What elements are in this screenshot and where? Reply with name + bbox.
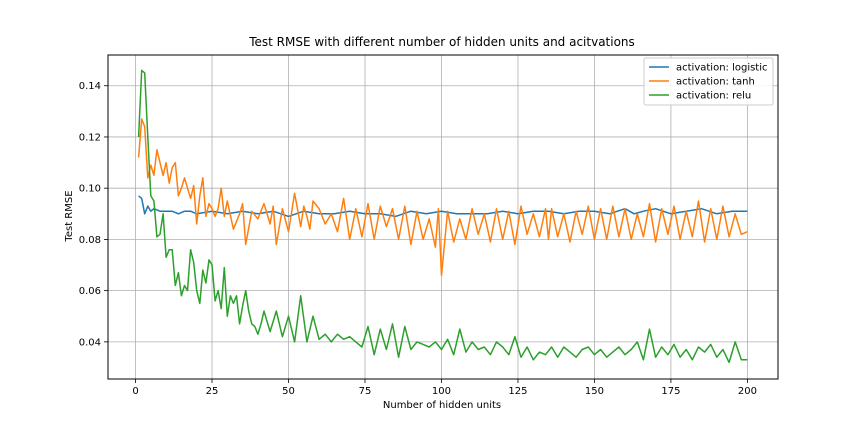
series-line-2 <box>137 118 748 277</box>
legend-label: activation: tanh <box>676 77 755 88</box>
x-tick-label: 100 <box>432 386 451 397</box>
series-line-3 <box>137 69 748 364</box>
x-tick-label: 50 <box>282 386 295 397</box>
y-tick-label: 0.10 <box>79 184 101 195</box>
x-tick-label: 125 <box>508 386 527 397</box>
x-tick-label: 75 <box>359 386 372 397</box>
plot-background <box>108 55 778 379</box>
x-tick-label: 150 <box>585 386 604 397</box>
y-tick-label: 0.04 <box>79 337 101 348</box>
y-tick-label: 0.14 <box>79 81 101 92</box>
y-tick-label: 0.12 <box>79 132 101 143</box>
series-lines <box>137 69 748 364</box>
x-tick-label: 175 <box>661 386 680 397</box>
legend-label: activation: logistic <box>676 63 768 74</box>
x-axis-label: Number of hidden units <box>383 400 501 411</box>
x-tick-label: 200 <box>738 386 757 397</box>
legend-label: activation: relu <box>676 91 751 102</box>
x-tick-label: 25 <box>206 386 219 397</box>
legend-box <box>643 57 774 106</box>
y-tick-label: 0.06 <box>79 286 101 297</box>
series-line-1 <box>138 195 748 218</box>
y-axis-label: Test RMSE <box>64 190 75 242</box>
legend: activation: logistic activation: tanh acti… <box>643 57 774 106</box>
x-axis: 0 25 50 75 100 125 150 175 200 <box>132 379 757 397</box>
plot-area: 0 25 50 75 100 125 150 175 200 0.040.060.080.100… <box>79 54 779 397</box>
chart-title: Test RMSE with different number of hidde… <box>248 35 635 49</box>
x-tick-label: 0 <box>132 386 138 397</box>
y-axis: 0.04 0.06 0.08 0.10 0.12 0.14 <box>79 81 108 348</box>
y-tick-label: 0.08 <box>79 235 101 246</box>
plot-frame <box>107 54 779 380</box>
